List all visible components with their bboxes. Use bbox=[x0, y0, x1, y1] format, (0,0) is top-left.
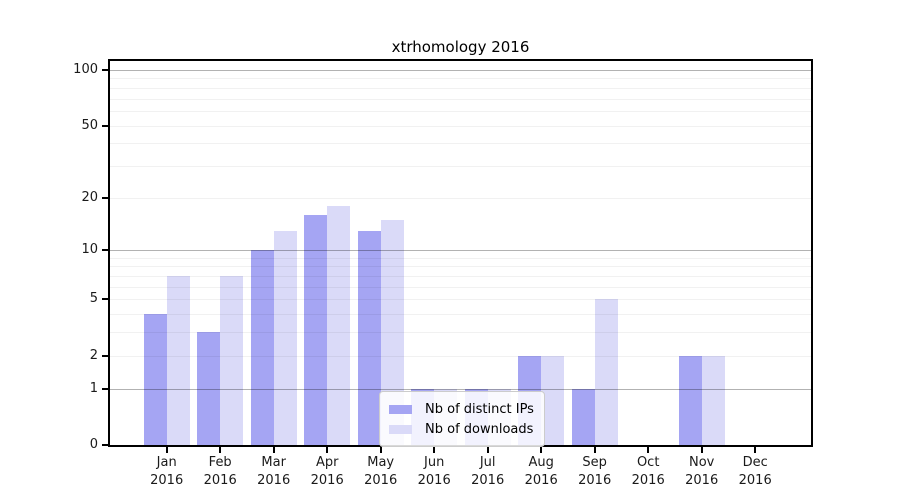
minor-gridline-5 bbox=[110, 299, 811, 301]
y-axis-tick-2 bbox=[102, 354, 108, 357]
bar-feb-distinct-ips[interactable] bbox=[197, 332, 221, 445]
x-axis-label-jan: Jan 2016 bbox=[150, 455, 184, 488]
x-axis-tick-oct bbox=[647, 447, 650, 453]
x-axis-label-dec: Dec 2016 bbox=[738, 455, 772, 488]
legend-swatch-distinct-ips bbox=[389, 404, 412, 414]
bar-nov-downloads[interactable] bbox=[701, 355, 725, 445]
x-axis-label-aug: Aug 2016 bbox=[524, 455, 558, 488]
y-axis-tick-20 bbox=[102, 196, 108, 199]
chart-title: xtrhomology 2016 bbox=[391, 38, 530, 56]
y-axis-tick-label-10: 10 bbox=[81, 242, 98, 258]
x-axis-label-jul: Jul 2016 bbox=[471, 455, 505, 488]
minor-gridline-80 bbox=[110, 87, 811, 89]
y-axis-tick-1 bbox=[102, 387, 108, 390]
minor-gridline-8 bbox=[110, 266, 811, 268]
y-axis-tick-label-50: 50 bbox=[81, 117, 98, 133]
bar-feb-downloads[interactable] bbox=[220, 276, 244, 445]
bar-sep-downloads[interactable] bbox=[594, 299, 618, 445]
x-axis-label-jun: Jun 2016 bbox=[417, 455, 451, 488]
y-axis-tick-label-1: 1 bbox=[89, 380, 98, 396]
bar-apr-distinct-ips[interactable] bbox=[304, 214, 328, 445]
x-axis-label-feb: Feb 2016 bbox=[203, 455, 237, 488]
minor-gridline-50 bbox=[110, 125, 811, 127]
bar-may-downloads[interactable] bbox=[380, 219, 404, 445]
x-axis-tick-jul bbox=[486, 447, 489, 453]
legend-swatch-downloads bbox=[389, 424, 412, 434]
bar-sep-distinct-ips[interactable] bbox=[571, 388, 595, 445]
x-axis-label-nov: Nov 2016 bbox=[685, 455, 719, 488]
legend: Nb of distinct IPs Nb of downloads bbox=[379, 391, 545, 447]
x-axis-label-apr: Apr 2016 bbox=[310, 455, 344, 488]
bar-jan-downloads[interactable] bbox=[166, 276, 190, 445]
y-axis-tick-5 bbox=[102, 298, 108, 301]
x-axis-label-mar: Mar 2016 bbox=[257, 455, 291, 488]
x-axis-tick-dec bbox=[754, 447, 757, 453]
legend-entry-distinct-ips: Nb of distinct IPs bbox=[389, 399, 534, 419]
x-axis-label-may: May 2016 bbox=[364, 455, 398, 488]
y-axis-tick-label-20: 20 bbox=[81, 189, 98, 205]
x-axis-tick-sep bbox=[593, 447, 596, 453]
x-axis-tick-apr bbox=[326, 447, 329, 453]
y-axis-tick-label-2: 2 bbox=[89, 347, 98, 363]
minor-gridline-6 bbox=[110, 286, 811, 288]
x-axis-label-sep: Sep 2016 bbox=[578, 455, 612, 488]
legend-label-downloads: Nb of downloads bbox=[425, 421, 534, 437]
x-axis-label-oct: Oct 2016 bbox=[631, 455, 665, 488]
bar-mar-distinct-ips[interactable] bbox=[250, 250, 274, 445]
major-gridline-10 bbox=[110, 250, 811, 252]
y-axis-tick-label-5: 5 bbox=[89, 291, 98, 307]
y-axis-tick-label-100: 100 bbox=[73, 61, 98, 77]
bar-jan-distinct-ips[interactable] bbox=[143, 314, 167, 445]
x-axis-tick-aug bbox=[540, 447, 543, 453]
y-axis-tick-0 bbox=[102, 444, 108, 446]
minor-gridline-40 bbox=[110, 143, 811, 145]
y-axis-tick-label-0: 0 bbox=[89, 437, 98, 452]
legend-label-distinct-ips: Nb of distinct IPs bbox=[425, 401, 534, 417]
bar-mar-downloads[interactable] bbox=[273, 230, 297, 445]
minor-gridline-70 bbox=[110, 98, 811, 100]
x-axis-tick-mar bbox=[272, 447, 275, 453]
minor-gridline-3 bbox=[110, 332, 811, 334]
y-axis-tick-10 bbox=[102, 249, 108, 252]
x-axis-tick-may bbox=[379, 447, 382, 453]
minor-gridline-20 bbox=[110, 197, 811, 199]
minor-gridline-9 bbox=[110, 257, 811, 259]
bar-nov-distinct-ips[interactable] bbox=[678, 355, 702, 445]
x-axis-tick-jun bbox=[433, 447, 436, 453]
minor-gridline-90 bbox=[110, 78, 811, 80]
y-axis-tick-100 bbox=[102, 68, 108, 71]
bar-aug-downloads[interactable] bbox=[541, 355, 565, 445]
x-axis-tick-jan bbox=[165, 447, 168, 453]
major-gridline-100 bbox=[110, 69, 811, 71]
minor-gridline-7 bbox=[110, 276, 811, 278]
minor-gridline-2 bbox=[110, 355, 811, 357]
y-axis-tick-50 bbox=[102, 124, 108, 127]
minor-gridline-60 bbox=[110, 110, 811, 112]
legend-entry-downloads: Nb of downloads bbox=[389, 419, 534, 439]
x-axis-tick-nov bbox=[700, 447, 703, 453]
minor-gridline-30 bbox=[110, 165, 811, 167]
major-gridline-1 bbox=[110, 388, 811, 390]
x-axis-tick-feb bbox=[219, 447, 222, 453]
bar-apr-downloads[interactable] bbox=[327, 205, 351, 445]
minor-gridline-4 bbox=[110, 314, 811, 316]
bar-may-distinct-ips[interactable] bbox=[357, 230, 381, 445]
